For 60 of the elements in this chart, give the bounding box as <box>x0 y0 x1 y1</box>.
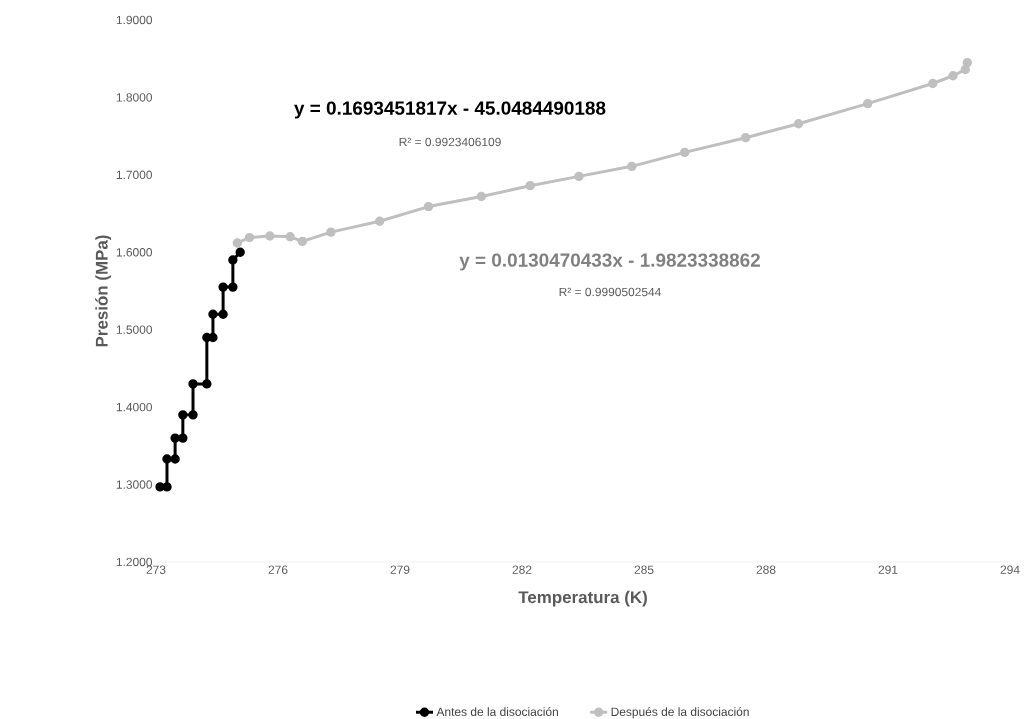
point <box>178 410 188 420</box>
point <box>178 433 188 443</box>
y-tick-label: 1.3000 <box>116 480 153 489</box>
point <box>476 191 487 202</box>
point <box>218 309 228 319</box>
point <box>285 232 295 242</box>
point <box>793 119 804 129</box>
x-tick-label: 276 <box>268 565 288 574</box>
point <box>326 227 336 237</box>
point <box>265 231 275 241</box>
point <box>162 454 172 464</box>
point <box>525 181 535 191</box>
point <box>155 482 165 492</box>
point <box>862 98 873 109</box>
x-tick-label: 285 <box>634 565 654 574</box>
point <box>188 379 198 389</box>
point <box>244 232 255 243</box>
y-tick-label: 1.2000 <box>116 557 153 567</box>
point <box>740 133 751 143</box>
point <box>423 201 434 212</box>
x-tick-label: 288 <box>756 565 776 574</box>
x-axis-title: Temperatura (K) <box>518 590 647 607</box>
point <box>208 309 218 319</box>
y-tick-label: 1.8000 <box>116 93 153 102</box>
point <box>228 255 238 265</box>
point <box>228 282 238 292</box>
point <box>162 482 172 492</box>
x-tick-label: 279 <box>390 565 410 574</box>
point <box>374 216 385 226</box>
point <box>170 433 180 443</box>
point <box>962 57 972 68</box>
legend-label: Antes de la disociación <box>436 707 558 716</box>
point <box>170 454 180 464</box>
point <box>297 236 308 247</box>
point <box>928 78 938 89</box>
x-tick-label: 273 <box>146 565 166 574</box>
point <box>679 147 690 158</box>
annotation: y = 0.0130470433x - 1.9823338862 <box>459 253 760 271</box>
annotation: y = 0.1693451817x - 45.0484490188 <box>294 101 606 119</box>
point <box>232 238 243 248</box>
point <box>235 247 245 257</box>
point <box>948 71 958 81</box>
legend-label: Después de la disociación <box>611 707 749 719</box>
point <box>202 379 212 389</box>
x-tick-label: 294 <box>1000 565 1020 574</box>
y-tick-label: 1.9000 <box>116 15 153 25</box>
annotation: R² = 0.9923406109 <box>399 137 501 147</box>
annotation: R² = 0.9990502544 <box>559 287 661 297</box>
y-tick-label: 1.7000 <box>116 170 153 180</box>
y-tick-label: 1.4000 <box>116 402 153 412</box>
y-axis-title: Presión (MPa) <box>95 235 112 347</box>
point <box>218 282 228 292</box>
point <box>188 410 198 420</box>
point <box>574 171 584 182</box>
y-tick-label: 1.5000 <box>116 325 153 334</box>
point <box>960 64 970 75</box>
x-tick-label: 291 <box>878 565 898 574</box>
y-tick-label: 1.6000 <box>116 248 153 257</box>
point <box>627 161 637 172</box>
x-tick-label: 282 <box>512 565 532 574</box>
